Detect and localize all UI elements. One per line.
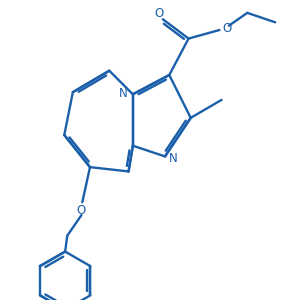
Text: N: N — [119, 87, 128, 100]
Text: O: O — [223, 22, 232, 35]
Text: O: O — [155, 7, 164, 20]
Text: O: O — [76, 203, 85, 217]
Text: N: N — [168, 152, 177, 165]
